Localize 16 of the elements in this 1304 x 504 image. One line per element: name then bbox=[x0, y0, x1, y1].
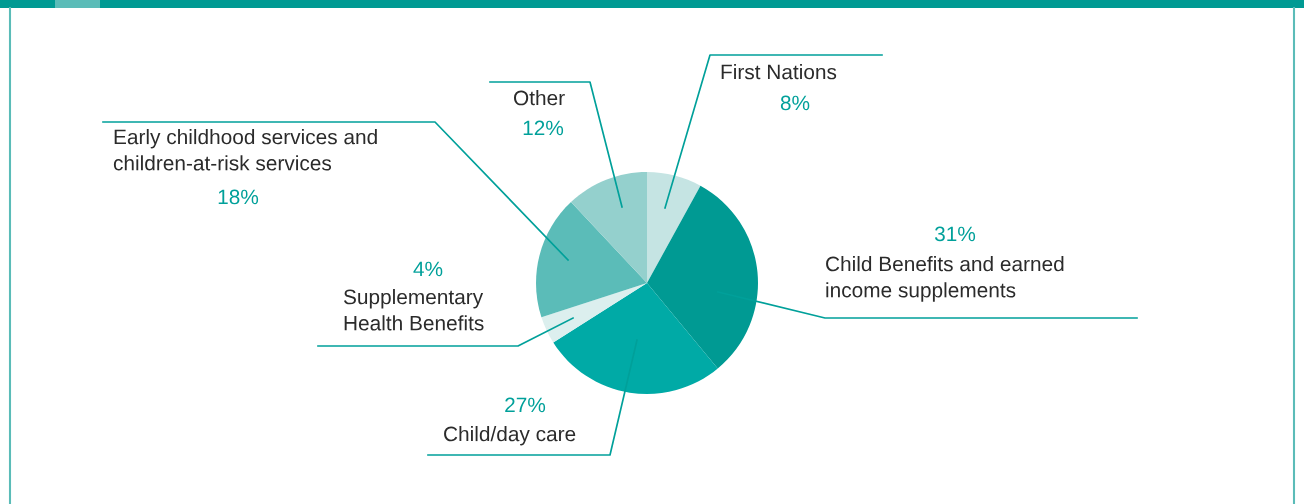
data-label: 12% bbox=[523, 120, 564, 136]
pie-slice bbox=[647, 172, 701, 283]
data-label: 31% bbox=[934, 226, 976, 242]
pie-slice bbox=[571, 172, 647, 283]
pie-slice bbox=[541, 283, 647, 343]
slice-label: Early childhood services and children-at-risk services bbox=[113, 129, 377, 171]
slice-label: Child/day care bbox=[444, 426, 576, 446]
pie-slice bbox=[536, 202, 647, 318]
slice-label: Supplementary Health Benefits bbox=[343, 289, 484, 331]
data-label: 8% bbox=[780, 95, 810, 111]
data-label: 18% bbox=[218, 189, 259, 205]
data-label: 27% bbox=[505, 397, 546, 413]
slice-label: Other bbox=[513, 90, 565, 106]
slice-label: Child Benefits and earned income supplements bbox=[826, 256, 1064, 302]
data-label: 4% bbox=[413, 261, 443, 277]
slice-label: First Nations bbox=[721, 64, 837, 80]
